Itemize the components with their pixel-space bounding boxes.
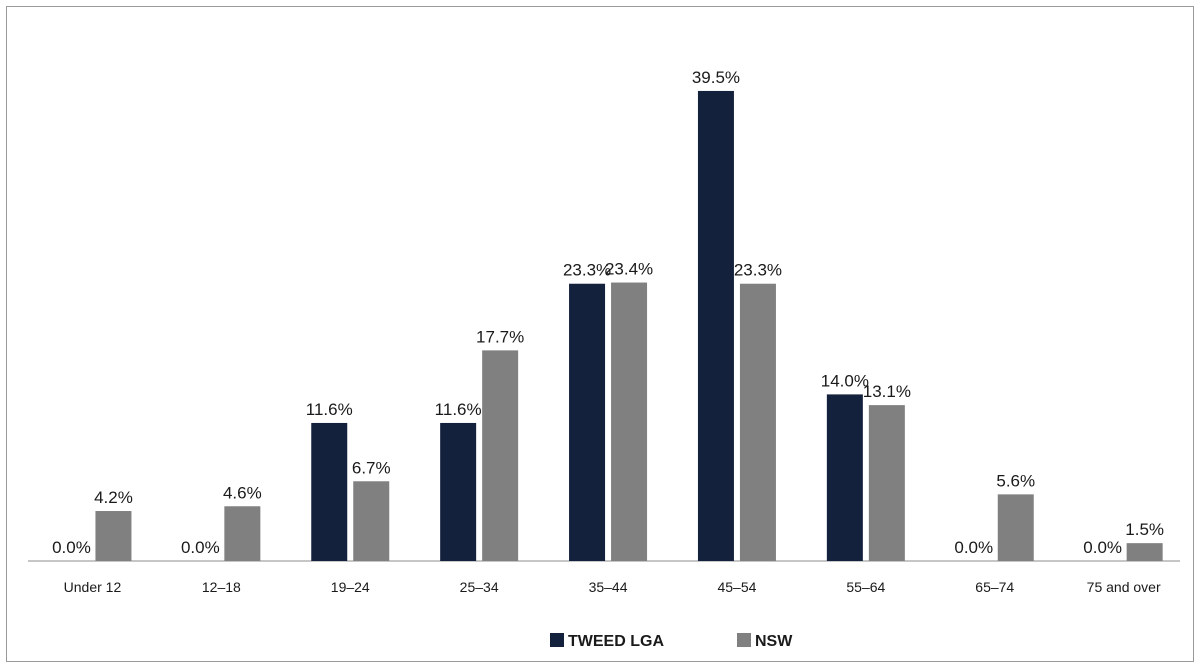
data-label-nsw-65-74: 5.6% [996,471,1035,490]
data-label-nsw-under-12: 4.2% [94,488,133,507]
data-label-tweed-lga-under-12: 0.0% [52,538,91,557]
data-label-nsw-75-and-over: 1.5% [1125,520,1164,539]
legend-swatch-nsw [737,633,751,647]
bar-tweed-lga-35-44 [569,283,606,561]
data-label-tweed-lga-55-64: 14.0% [821,371,869,390]
bar-nsw-45-54 [739,283,776,561]
x-tick-label-65-74: 65–74 [975,579,1014,595]
x-tick-label-75-and-over: 75 and over [1087,579,1161,595]
data-label-nsw-55-64: 13.1% [863,382,911,401]
bar-tweed-lga-55-64 [826,394,863,561]
bar-nsw-under-12 [95,511,132,561]
x-tick-label-45-54: 45–54 [717,579,756,595]
bar-nsw-19-24 [353,481,390,561]
x-tick-label-55-64: 55–64 [846,579,885,595]
data-label-tweed-lga-75-and-over: 0.0% [1083,538,1122,557]
bar-tweed-lga-19-24 [311,422,348,561]
legend-swatch-tweed-lga [550,633,564,647]
x-tick-label-35-44: 35–44 [589,579,628,595]
x-tick-label-25-34: 25–34 [460,579,499,595]
data-label-tweed-lga-65-74: 0.0% [954,538,993,557]
data-label-nsw-25-34: 17.7% [476,327,524,346]
bar-nsw-12-18 [224,506,261,561]
legend-label-nsw: NSW [755,633,793,650]
data-label-tweed-lga-19-24: 11.6% [306,400,353,419]
data-label-tweed-lga-45-54: 39.5% [692,68,740,87]
bars-group [95,90,1163,561]
bar-tweed-lga-45-54 [697,90,734,561]
x-tick-label-12-18: 12–18 [202,579,241,595]
data-label-tweed-lga-35-44: 23.3% [563,261,611,280]
bar-tweed-lga-25-34 [440,422,477,561]
data-labels-group: 0.0% 4.2% 0.0% 4.6% 11.6% 6.7% 11.6% 17.7% 23.3%… [52,68,1164,557]
x-tick-labels-group: Under 12 12–18 19–24 25–34 35–44 45–54 55–64 65… [64,579,1161,595]
data-label-tweed-lga-12-18: 0.0% [181,538,220,557]
legend-label-tweed-lga: TWEED LGA [568,633,664,650]
x-tick-label-19-24: 19–24 [331,579,370,595]
data-label-tweed-lga-25-34: 11.6% [435,400,482,419]
x-tick-label-under-12: Under 12 [64,579,122,595]
bar-nsw-55-64 [868,405,905,561]
bar-nsw-65-74 [997,494,1034,561]
bar-nsw-75-and-over [1126,543,1163,561]
data-label-nsw-45-54: 23.3% [734,261,782,280]
data-label-nsw-35-44: 23.4% [605,260,653,279]
legend: TWEED LGA NSW [550,633,793,650]
bar-nsw-25-34 [482,350,519,561]
data-label-nsw-12-18: 4.6% [223,483,262,502]
data-label-nsw-19-24: 6.7% [352,458,391,477]
bar-nsw-35-44 [611,282,648,561]
